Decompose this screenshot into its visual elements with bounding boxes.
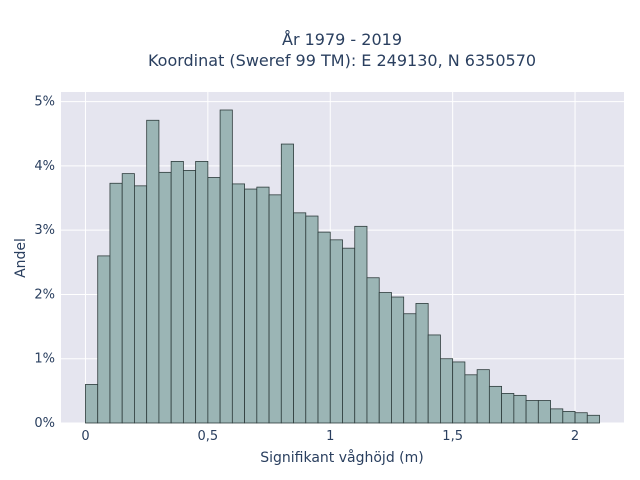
histogram-bar: [207, 177, 221, 424]
histogram-bar: [476, 369, 490, 424]
x-tick-label: 2: [571, 429, 579, 444]
x-tick-label: 1: [326, 429, 334, 444]
chart-title-line2: Koordinat (Sweref 99 TM): E 249130, N 63…: [148, 51, 536, 70]
histogram-bar: [366, 277, 380, 424]
histogram-bar: [415, 303, 429, 424]
histogram-bar: [109, 182, 123, 424]
histogram-bar: [97, 255, 111, 424]
chart-title-line1: År 1979 - 2019: [282, 30, 402, 49]
histogram-bar: [354, 225, 368, 424]
histogram-bar: [452, 361, 466, 424]
x-ticks: 0 0,5 1 1,5 2: [81, 429, 579, 444]
histogram-bar: [513, 394, 527, 424]
x-tick-label: 0: [81, 429, 89, 444]
histogram-bar: [231, 183, 245, 424]
histogram-bar: [244, 188, 258, 424]
x-tick-label: 1,5: [442, 429, 463, 444]
histogram-bar: [170, 161, 184, 424]
bars: [85, 109, 600, 424]
histogram-bar: [195, 161, 209, 424]
histogram-bar: [440, 358, 454, 424]
histogram-bar: [550, 408, 564, 424]
y-ticks: 0% 1% 2% 3% 4% 5%: [34, 95, 55, 431]
histogram-bar: [427, 334, 441, 424]
histogram-bar: [158, 171, 172, 424]
histogram-bar: [329, 239, 343, 424]
histogram-bar: [134, 185, 148, 424]
histogram-bar: [403, 313, 417, 424]
histogram-bar: [268, 194, 282, 424]
histogram-bar: [391, 296, 405, 424]
y-tick-label: 4%: [34, 159, 55, 174]
histogram-bar: [85, 384, 99, 424]
histogram-bar: [574, 412, 588, 424]
histogram-bar: [464, 374, 478, 424]
histogram-bar: [378, 292, 392, 424]
y-tick-label: 3%: [34, 223, 55, 238]
histogram-bar: [317, 231, 331, 424]
x-tick-label: 0,5: [198, 429, 219, 444]
histogram-bar: [562, 411, 576, 424]
histogram-bar: [305, 215, 319, 424]
y-tick-label: 1%: [34, 352, 55, 367]
histogram-bar: [280, 143, 294, 424]
histogram-bar: [146, 119, 160, 424]
y-axis-label: Andel: [13, 238, 29, 278]
histogram-bar: [501, 393, 515, 424]
histogram-bar: [121, 173, 135, 424]
histogram-bar: [537, 400, 551, 424]
histogram-bar: [293, 212, 307, 424]
y-tick-label: 5%: [34, 95, 55, 110]
histogram-bar: [182, 170, 197, 424]
histogram-bar: [525, 400, 539, 424]
histogram-bar: [219, 109, 233, 424]
histogram-bar: [256, 186, 270, 424]
x-axis-label: Signifikant våghöjd (m): [260, 449, 423, 466]
histogram-bar: [586, 414, 600, 424]
y-tick-label: 0%: [34, 416, 55, 431]
y-tick-label: 2%: [34, 287, 55, 302]
histogram-bar: [342, 247, 356, 424]
histogram-bar: [488, 385, 503, 424]
